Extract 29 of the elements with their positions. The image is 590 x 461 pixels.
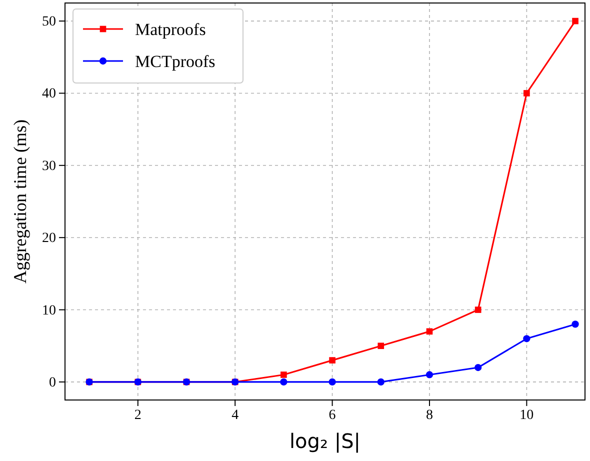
point xyxy=(328,378,336,386)
y-axis-title: Aggregation time (ms) xyxy=(10,120,30,284)
y-tick-label: 50 xyxy=(42,14,56,30)
point xyxy=(523,335,530,342)
point xyxy=(524,90,530,96)
x-tick-label: 10 xyxy=(520,408,534,423)
x-tick-label: 8 xyxy=(426,408,433,423)
point xyxy=(572,320,579,328)
point xyxy=(426,328,433,335)
x-tick-label: 4 xyxy=(232,408,239,423)
point xyxy=(426,371,434,378)
x-tick-label: 6 xyxy=(328,408,336,423)
y-tick-label: 0 xyxy=(49,375,56,390)
point xyxy=(329,357,336,364)
y-tick-label: 10 xyxy=(42,303,56,318)
y-tick-label: 40 xyxy=(42,86,56,102)
y-tick-label: 30 xyxy=(42,158,56,174)
point xyxy=(377,378,384,386)
x-tick-label: 2 xyxy=(134,408,142,423)
legend-label: Matproofs xyxy=(135,20,206,39)
legend-label: MCTproofs xyxy=(135,52,216,71)
point xyxy=(572,18,578,24)
y-tick-label: 20 xyxy=(42,231,56,246)
point xyxy=(474,306,482,313)
point xyxy=(280,372,287,378)
point xyxy=(280,378,288,386)
x-axis-title: log₂ |S| xyxy=(289,429,361,453)
point xyxy=(378,342,384,350)
point xyxy=(474,364,482,372)
